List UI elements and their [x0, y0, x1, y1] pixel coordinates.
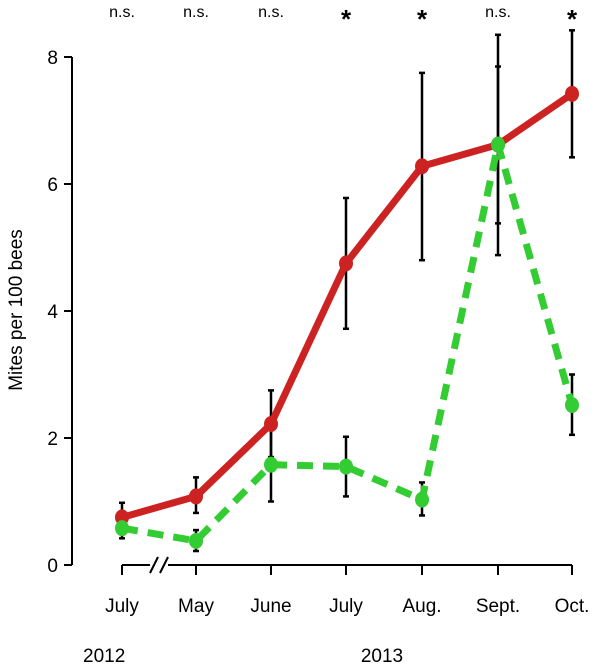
significance-label: n.s. [183, 4, 209, 21]
data-point-dashed [339, 458, 353, 475]
data-point-solid [415, 158, 429, 175]
data-point-dashed [115, 520, 129, 537]
data-point-solid [189, 488, 203, 505]
significance-label: * [417, 4, 428, 34]
x-tick-label: May [178, 596, 214, 617]
axes: 0 2 4 6 8 July May June July Aug. Sept. Oct. 2012 201… [47, 48, 589, 665]
x-tick-label: July [105, 596, 139, 617]
year-label: 2013 [361, 646, 403, 665]
y-axis-label: Mites per 100 bees [6, 229, 27, 391]
x-tick-label: Sept. [476, 596, 520, 617]
y-tick-label: 6 [47, 175, 58, 196]
axis-break-mark [149, 556, 159, 574]
x-tick-label: June [250, 596, 291, 617]
y-tick-label: 4 [47, 302, 58, 323]
x-tick-label: July [329, 596, 363, 617]
data-point-solid [339, 255, 353, 272]
x-tick-label: Oct. [555, 596, 590, 617]
y-tick-label: 8 [47, 48, 58, 69]
data-point-dashed [264, 456, 278, 473]
significance-label: n.s. [258, 4, 284, 21]
significance-label: n.s. [109, 4, 135, 21]
significance-label: * [567, 4, 578, 34]
data-point-dashed [491, 136, 505, 153]
y-tick-label: 0 [47, 556, 58, 577]
x-tick-label: Aug. [402, 596, 441, 617]
data-point-solid [565, 85, 579, 102]
data-point-solid [264, 416, 278, 433]
y-tick-label: 2 [47, 429, 58, 450]
data-point-dashed [415, 491, 429, 508]
data-point-dashed [565, 396, 579, 413]
data-points [115, 85, 579, 549]
significance-labels: n.s. n.s. n.s. * * n.s. * [109, 4, 578, 34]
axis-break-mark [159, 556, 169, 574]
data-point-dashed [189, 532, 203, 549]
significance-label: n.s. [485, 4, 511, 21]
year-label: 2012 [83, 646, 125, 665]
significance-label: * [341, 4, 352, 34]
